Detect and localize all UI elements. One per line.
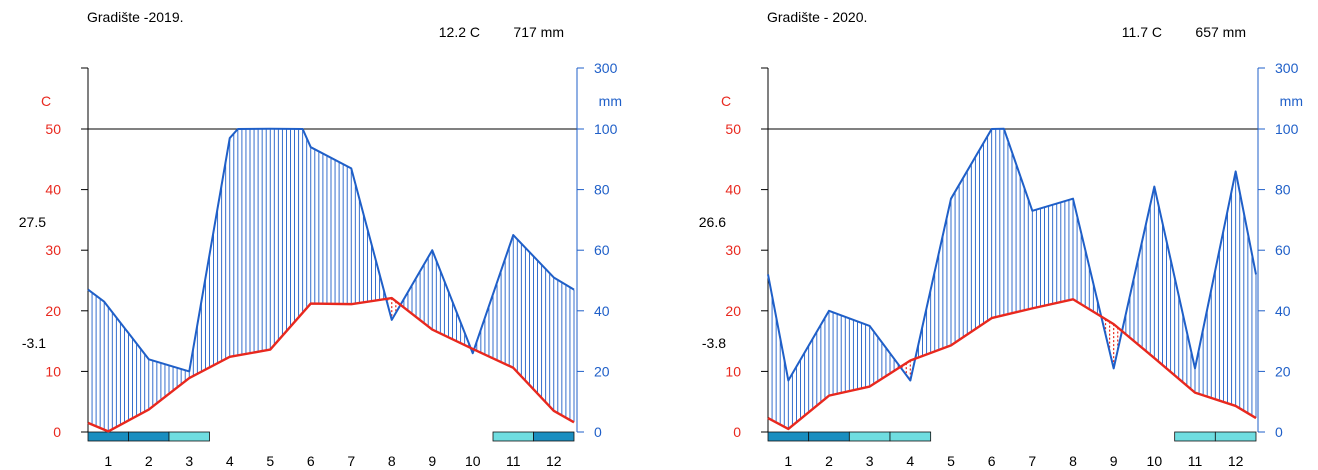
temperature-tick-label: 30 xyxy=(45,242,61,258)
precipitation-tick-label: 80 xyxy=(1275,182,1291,198)
temperature-unit-label: C xyxy=(721,93,731,109)
precipitation-tick-label: 100 xyxy=(1275,121,1299,137)
temperature-tick-label: 40 xyxy=(725,182,741,198)
precipitation-unit-label: mm xyxy=(1280,93,1303,109)
month-tick-label: 7 xyxy=(1028,453,1036,469)
annual-precipitation-label: 657 mm xyxy=(1195,24,1246,40)
month-tick-label: 2 xyxy=(145,453,153,469)
precipitation-tick-label: 0 xyxy=(594,424,602,440)
temperature-tick-label: 10 xyxy=(45,363,61,379)
precipitation-tick-label: 40 xyxy=(594,303,610,319)
frost-month-block xyxy=(168,431,210,442)
frost-month-block xyxy=(1214,431,1257,442)
temperature-series-line xyxy=(87,296,575,433)
precipitation-tick-label: 0 xyxy=(1275,424,1283,440)
month-tick-label: 11 xyxy=(1188,453,1203,469)
month-tick-label: 12 xyxy=(546,453,562,469)
chart-title: Gradište - 2020. xyxy=(767,9,867,25)
precipitation-tick-label: 300 xyxy=(1275,60,1299,76)
month-tick-label: 1 xyxy=(784,453,792,469)
month-tick-label: 10 xyxy=(1147,453,1163,469)
temperature-tick-label: 10 xyxy=(725,363,741,379)
month-tick-label: 6 xyxy=(307,453,315,469)
temperature-series-line xyxy=(767,298,1257,431)
temperature-tick-label: 30 xyxy=(725,242,741,258)
frost-month-block xyxy=(128,431,170,442)
temperature-tick-label: 20 xyxy=(725,303,741,319)
month-tick-label: 11 xyxy=(506,453,521,469)
frost-month-block xyxy=(889,431,932,442)
frost-month-block xyxy=(767,431,810,442)
month-tick-label: 4 xyxy=(226,453,234,469)
precipitation-tick-label: 300 xyxy=(594,60,618,76)
month-tick-label: 5 xyxy=(947,453,955,469)
temperature-tick-label: 0 xyxy=(733,424,741,440)
month-tick-label: 2 xyxy=(825,453,833,469)
month-tick-label: 3 xyxy=(185,453,193,469)
mean-temperature-label: 12.2 C xyxy=(439,24,480,40)
precipitation-tick-label: 20 xyxy=(594,363,610,379)
precipitation-unit-label: mm xyxy=(599,93,622,109)
frost-month-block xyxy=(533,431,575,442)
month-tick-label: 1 xyxy=(104,453,112,469)
month-tick-label: 9 xyxy=(428,453,436,469)
temperature-tick-label: 0 xyxy=(53,424,61,440)
month-tick-label: 10 xyxy=(465,453,481,469)
precipitation-tick-label: 20 xyxy=(1275,363,1291,379)
mean-temperature-label: 11.7 C xyxy=(1122,24,1162,40)
month-tick-label: 12 xyxy=(1228,453,1244,469)
month-tick-label: 8 xyxy=(388,453,396,469)
max-temperature-label: 27.5 xyxy=(19,214,46,230)
frost-month-block xyxy=(808,431,850,442)
temperature-unit-label: C xyxy=(41,93,51,109)
frost-month-block xyxy=(492,431,534,442)
min-temperature-label: -3.1 xyxy=(22,335,46,351)
annual-precipitation-label: 717 mm xyxy=(513,24,564,40)
temperature-tick-label: 40 xyxy=(45,182,61,198)
precipitation-series-line xyxy=(767,127,1257,382)
frost-month-block xyxy=(848,431,891,442)
month-tick-label: 3 xyxy=(866,453,874,469)
precipitation-tick-label: 80 xyxy=(594,182,610,198)
precipitation-tick-label: 40 xyxy=(1275,303,1291,319)
month-tick-label: 4 xyxy=(906,453,914,469)
month-tick-label: 5 xyxy=(266,453,274,469)
temperature-tick-label: 20 xyxy=(45,303,61,319)
month-tick-label: 8 xyxy=(1069,453,1077,469)
precipitation-tick-label: 60 xyxy=(1275,242,1291,258)
precipitation-series-line xyxy=(87,127,575,373)
precipitation-tick-label: 100 xyxy=(594,121,618,137)
max-temperature-label: 26.6 xyxy=(699,214,726,230)
month-tick-label: 6 xyxy=(988,453,996,469)
precipitation-tick-label: 60 xyxy=(594,242,610,258)
chart-title: Gradište -2019. xyxy=(87,9,184,25)
min-temperature-label: -3.8 xyxy=(702,335,726,351)
temperature-tick-label: 50 xyxy=(725,121,741,137)
month-tick-label: 9 xyxy=(1110,453,1118,469)
frost-month-block xyxy=(87,431,129,442)
month-tick-label: 7 xyxy=(347,453,355,469)
temperature-tick-label: 50 xyxy=(45,121,61,137)
frost-month-block xyxy=(1174,431,1216,442)
